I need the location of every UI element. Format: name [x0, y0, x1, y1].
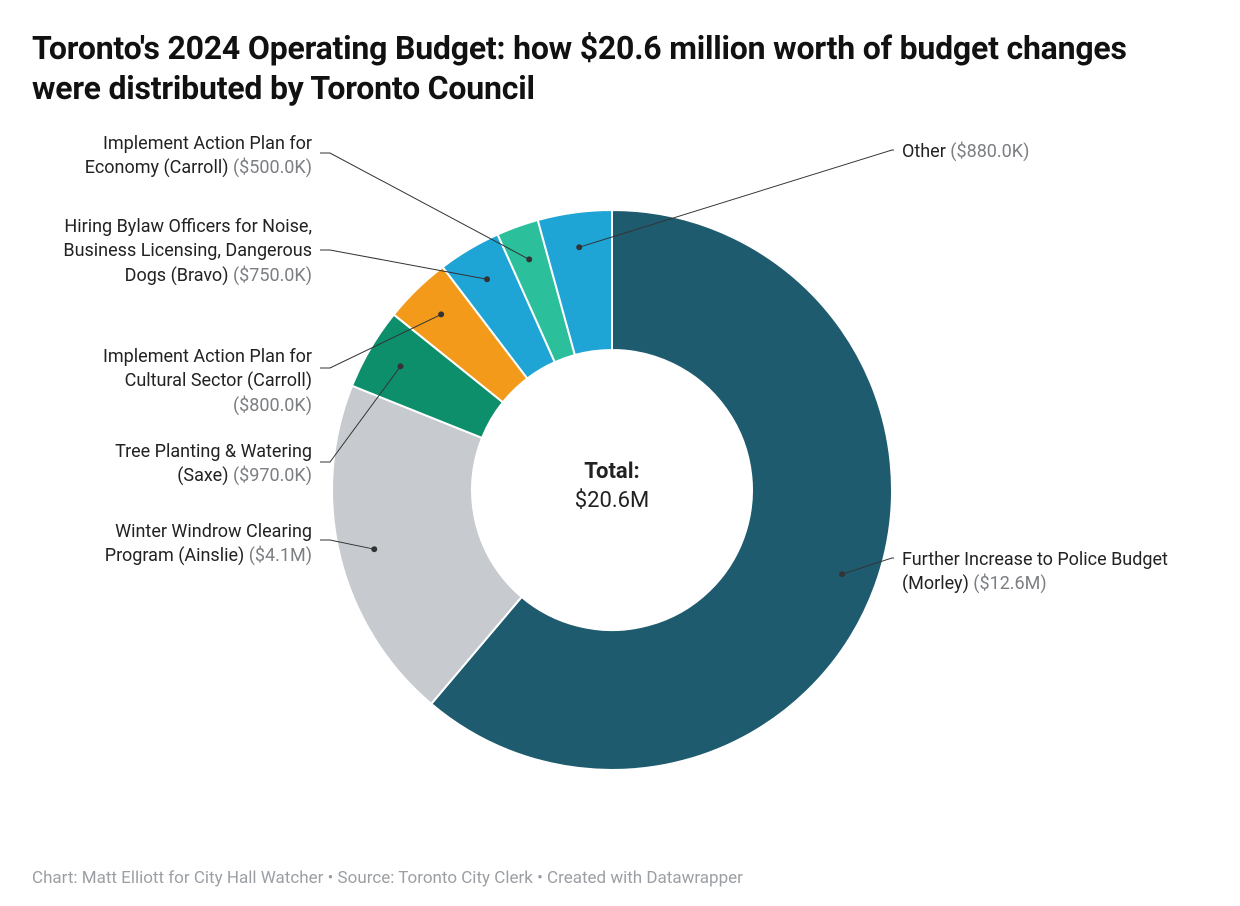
chart-title: Toronto's 2024 Operating Budget: how $20…	[32, 28, 1152, 108]
donut-center-label: Total: $20.6M	[532, 458, 692, 515]
slice-label-value: ($500.0K)	[233, 157, 312, 178]
slice-label-value: ($12.6M)	[973, 573, 1046, 594]
donut-chart: Total: $20.6M Other ($880.0K) Further Inc…	[32, 120, 1208, 840]
slice-label-name: Other	[902, 141, 950, 162]
slice-label: Further Increase to Police Budget (Morle…	[902, 548, 1202, 597]
slice-label: Winter Windrow Clearing Program (Ainslie…	[72, 520, 312, 569]
leader-line	[579, 150, 894, 247]
slice-label: Tree Planting & Watering (Saxe) ($970.0K…	[72, 440, 312, 489]
slice-label-value: ($750.0K)	[233, 265, 312, 286]
center-label-bold: Total:	[584, 459, 639, 484]
slice-label: Hiring Bylaw Officers for Noise, Busines…	[52, 215, 312, 288]
slice-label: Other ($880.0K)	[902, 140, 1162, 164]
slice-label-value: ($970.0K)	[233, 465, 312, 486]
chart-footer: Chart: Matt Elliott for City Hall Watche…	[32, 868, 743, 888]
center-label-value: $20.6M	[575, 488, 649, 513]
leader-dot	[526, 256, 532, 262]
slice-label-value: ($4.1M)	[249, 545, 312, 566]
slice-label: Implement Action Plan for Economy (Carro…	[52, 132, 312, 181]
slice-label-name: Implement Action Plan for Cultural Secto…	[103, 346, 312, 391]
slice-label-value: ($800.0K)	[233, 395, 312, 416]
slice-label-value: ($880.0K)	[950, 141, 1029, 162]
slice-label: Implement Action Plan for Cultural Secto…	[52, 345, 312, 418]
